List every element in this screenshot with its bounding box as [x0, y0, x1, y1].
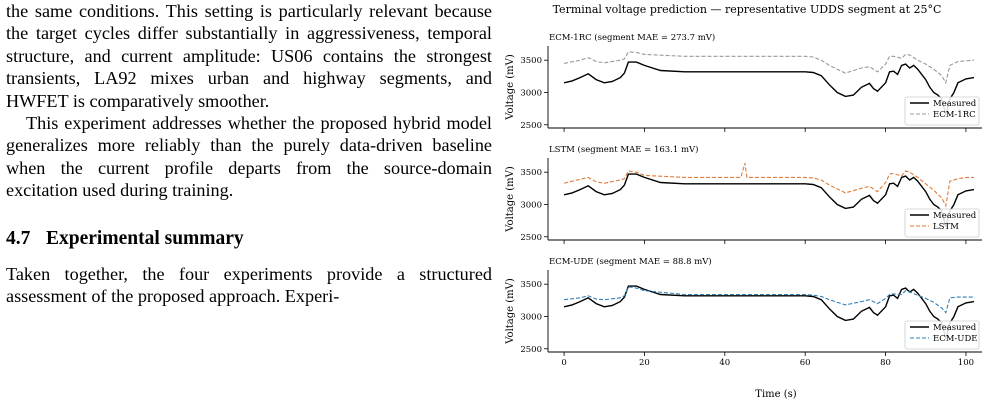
section-number: 4.7 [6, 227, 31, 249]
section-heading: 4.7 Experimental summary [6, 228, 492, 250]
body-text-column: the same conditions. This setting is par… [6, 0, 492, 308]
y-axis-label: Voltage (mV) [505, 54, 516, 121]
legend-label: Measured [933, 211, 977, 221]
y-tick-label: 2500 [520, 233, 542, 243]
series-line-measured [563, 61, 975, 116]
panel-title: LSTM (segment MAE = 163.1 mV) [549, 144, 699, 155]
series-line-ecm-1rc [563, 51, 975, 85]
panel-2: LSTM (segment MAE = 163.1 mV) Voltage (mV… [505, 144, 982, 244]
figure-svg: Terminal voltage prediction — representa… [505, 3, 982, 400]
legend-label: ECM-1RC [933, 110, 976, 120]
series-line-measured [563, 285, 975, 340]
x-tick-label: 60 [800, 358, 811, 368]
legend-box [904, 96, 980, 126]
y-tick-label: 2500 [520, 345, 542, 355]
y-tick-label: 3500 [520, 56, 542, 66]
x-axis-label: Time (s) [755, 389, 796, 400]
y-tick-label: 3500 [520, 168, 542, 178]
paragraph-2: This experiment addresses whether the pr… [6, 113, 492, 201]
panel-3: ECM-UDE (segment MAE = 88.8 mV) Voltage (… [505, 256, 982, 368]
voltage-figure: Terminal voltage prediction — representa… [500, 0, 992, 401]
x-tick-label: 0 [561, 358, 566, 368]
y-tick-label: 3500 [520, 280, 542, 290]
y-axis-label: Voltage (mV) [505, 278, 516, 345]
x-tick-label: 20 [639, 358, 650, 368]
legend-label: Measured [933, 323, 977, 333]
y-tick-label: 3000 [520, 312, 542, 322]
panel-title: ECM-1RC (segment MAE = 273.7 mV) [549, 32, 715, 43]
x-tick-label: 40 [719, 358, 730, 368]
y-axis-label: Voltage (mV) [505, 166, 516, 233]
series-line-measured [563, 173, 975, 228]
series-line-lstm [563, 163, 974, 208]
section-title: Experimental summary [46, 227, 244, 249]
legend-label: Measured [933, 99, 977, 109]
y-tick-label: 3000 [520, 88, 542, 98]
paragraph-1: the same conditions. This setting is par… [6, 1, 492, 111]
panel-title: ECM-UDE (segment MAE = 88.8 mV) [549, 256, 712, 267]
y-tick-label: 3000 [520, 200, 542, 210]
panel-1: ECM-1RC (segment MAE = 273.7 mV) Voltage … [505, 32, 982, 132]
x-tick-label: 80 [880, 358, 891, 368]
chart-panels: ECM-1RC (segment MAE = 273.7 mV) Voltage … [505, 32, 982, 368]
legend-label: LSTM [933, 222, 959, 232]
y-tick-label: 2500 [520, 121, 542, 131]
paragraph-3: Taken together, the four experiments pro… [6, 264, 492, 307]
legend-box [904, 320, 980, 350]
x-tick-label: 100 [958, 358, 974, 368]
figure-title: Terminal voltage prediction — representa… [553, 3, 942, 16]
legend-box [904, 208, 980, 238]
series-line-ecm-ude [564, 286, 974, 314]
legend-label: ECM-UDE [933, 334, 977, 344]
